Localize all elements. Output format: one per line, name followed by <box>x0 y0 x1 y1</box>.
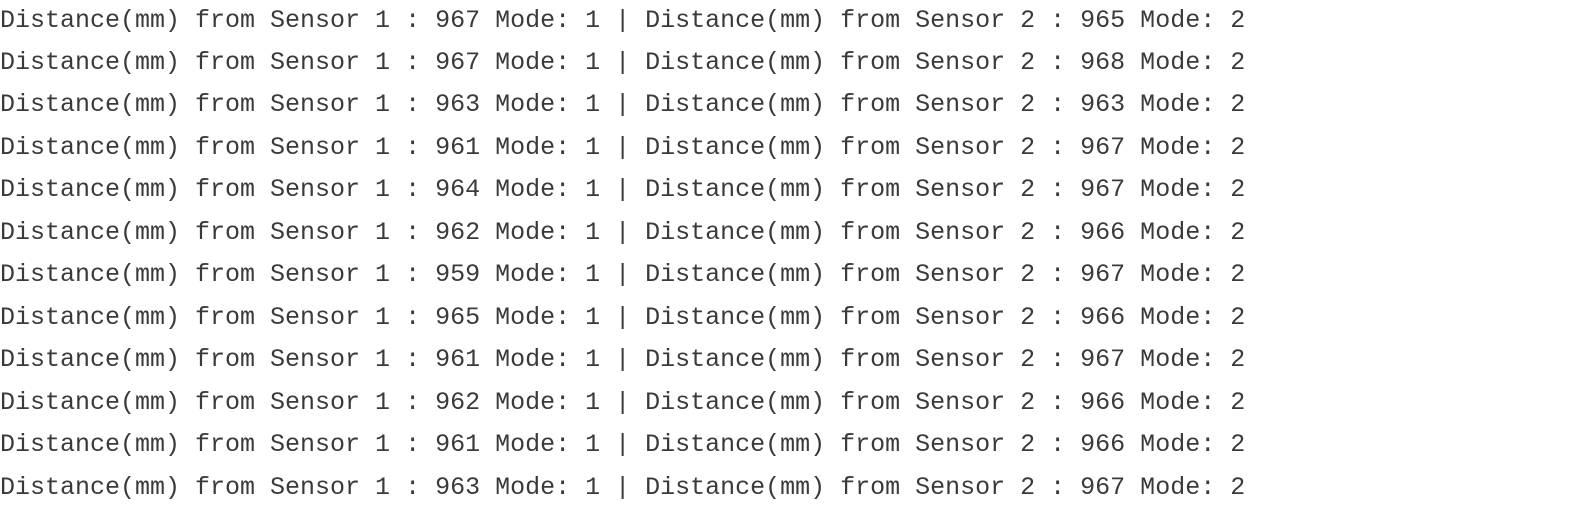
log-line: Distance(mm) from Sensor 1 : 965 Mode: 1… <box>0 303 1246 332</box>
log-line: Distance(mm) from Sensor 1 : 964 Mode: 1… <box>0 175 1246 204</box>
log-line: Distance(mm) from Sensor 1 : 961 Mode: 1… <box>0 430 1246 459</box>
log-line: Distance(mm) from Sensor 1 : 962 Mode: 1… <box>0 388 1246 417</box>
log-line: Distance(mm) from Sensor 1 : 967 Mode: 1… <box>0 6 1246 35</box>
log-line: Distance(mm) from Sensor 1 : 963 Mode: 1… <box>0 90 1246 119</box>
log-line: Distance(mm) from Sensor 1 : 961 Mode: 1… <box>0 133 1246 162</box>
log-line: Distance(mm) from Sensor 1 : 959 Mode: 1… <box>0 260 1246 289</box>
log-line: Distance(mm) from Sensor 1 : 962 Mode: 1… <box>0 218 1246 247</box>
log-line: Distance(mm) from Sensor 1 : 963 Mode: 1… <box>0 473 1246 502</box>
log-line: Distance(mm) from Sensor 1 : 961 Mode: 1… <box>0 345 1246 374</box>
log-line: Distance(mm) from Sensor 1 : 967 Mode: 1… <box>0 48 1246 77</box>
